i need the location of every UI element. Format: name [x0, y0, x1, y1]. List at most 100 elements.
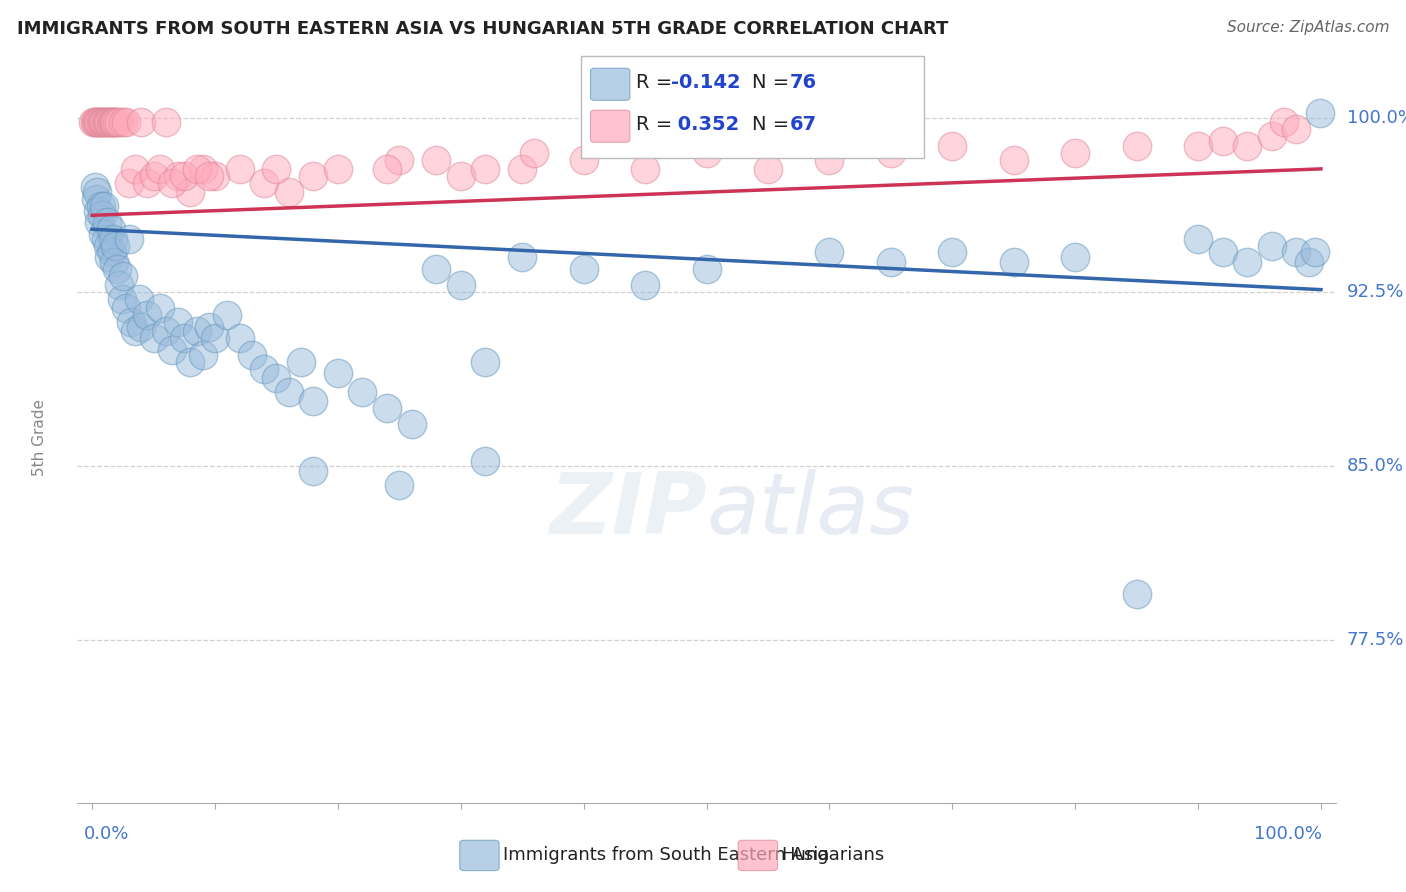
- Point: [198, 319, 221, 334]
- Point: [89, 115, 111, 129]
- Point: [1309, 106, 1331, 120]
- Point: [111, 115, 134, 129]
- Point: [83, 115, 105, 129]
- Point: [90, 115, 112, 129]
- Point: [352, 384, 374, 399]
- Point: [1187, 231, 1209, 245]
- Point: [1285, 245, 1308, 260]
- Text: IMMIGRANTS FROM SOUTH EASTERN ASIA VS HUNGARIAN 5TH GRADE CORRELATION CHART: IMMIGRANTS FROM SOUTH EASTERN ASIA VS HU…: [17, 20, 948, 37]
- Text: R =: R =: [636, 73, 678, 93]
- Point: [425, 153, 447, 167]
- Point: [129, 319, 152, 334]
- Point: [160, 176, 183, 190]
- Point: [120, 315, 142, 329]
- Text: -0.142: -0.142: [671, 73, 741, 93]
- Point: [115, 301, 138, 316]
- Point: [86, 185, 108, 199]
- Point: [124, 161, 146, 176]
- Text: Hungarians: Hungarians: [782, 847, 884, 864]
- Point: [90, 208, 112, 222]
- Point: [1298, 254, 1320, 268]
- Text: 5th Grade: 5th Grade: [32, 399, 46, 475]
- Point: [228, 331, 250, 345]
- Point: [104, 238, 127, 252]
- Point: [98, 250, 121, 264]
- Text: 85.0%: 85.0%: [1347, 457, 1403, 475]
- Point: [105, 115, 128, 129]
- Point: [103, 254, 125, 268]
- Point: [90, 199, 112, 213]
- Point: [1303, 245, 1326, 260]
- Point: [302, 394, 325, 409]
- Point: [84, 192, 107, 206]
- Text: 77.5%: 77.5%: [1347, 632, 1405, 649]
- Point: [110, 292, 132, 306]
- Point: [941, 138, 963, 153]
- Text: N =: N =: [752, 73, 796, 93]
- Point: [101, 231, 124, 245]
- Point: [375, 161, 398, 176]
- Point: [1002, 254, 1025, 268]
- Point: [1212, 245, 1234, 260]
- Point: [111, 268, 134, 283]
- Point: [94, 231, 117, 245]
- Point: [277, 384, 299, 399]
- Point: [100, 115, 122, 129]
- Point: [87, 115, 110, 129]
- Point: [179, 354, 201, 368]
- Point: [401, 417, 423, 432]
- Point: [266, 161, 288, 176]
- Point: [160, 343, 183, 357]
- Point: [375, 401, 398, 415]
- Point: [253, 176, 276, 190]
- Point: [142, 169, 165, 183]
- Point: [1272, 115, 1295, 129]
- Point: [266, 371, 288, 385]
- Text: Source: ZipAtlas.com: Source: ZipAtlas.com: [1226, 20, 1389, 35]
- Point: [186, 325, 208, 339]
- Point: [104, 115, 127, 129]
- Point: [450, 277, 472, 292]
- Point: [572, 153, 595, 167]
- Point: [204, 331, 226, 345]
- Point: [941, 245, 963, 260]
- Point: [474, 454, 496, 468]
- Point: [103, 115, 125, 129]
- Point: [118, 176, 141, 190]
- Point: [100, 245, 122, 260]
- Point: [191, 348, 214, 362]
- Point: [818, 245, 841, 260]
- Point: [634, 277, 657, 292]
- Text: 100.0%: 100.0%: [1347, 109, 1406, 127]
- Point: [1187, 138, 1209, 153]
- Text: 76: 76: [790, 73, 817, 93]
- Point: [186, 161, 208, 176]
- Text: 67: 67: [790, 115, 817, 135]
- Text: 0.352: 0.352: [671, 115, 740, 135]
- Point: [1261, 129, 1284, 144]
- Point: [1002, 153, 1025, 167]
- Point: [1064, 250, 1087, 264]
- Point: [1125, 587, 1147, 601]
- Text: 100.0%: 100.0%: [1254, 825, 1322, 843]
- Point: [198, 169, 221, 183]
- Point: [1064, 145, 1087, 160]
- Point: [572, 261, 595, 276]
- Point: [277, 185, 299, 199]
- Point: [388, 477, 411, 491]
- Point: [302, 464, 325, 478]
- Point: [98, 115, 121, 129]
- Point: [155, 325, 177, 339]
- Point: [96, 115, 118, 129]
- Point: [108, 277, 131, 292]
- Point: [87, 203, 110, 218]
- Point: [253, 361, 276, 376]
- Point: [818, 153, 841, 167]
- Point: [1236, 138, 1258, 153]
- Point: [880, 145, 903, 160]
- Point: [510, 161, 533, 176]
- Point: [124, 325, 146, 339]
- Point: [173, 331, 195, 345]
- Point: [1261, 238, 1284, 252]
- Point: [91, 115, 114, 129]
